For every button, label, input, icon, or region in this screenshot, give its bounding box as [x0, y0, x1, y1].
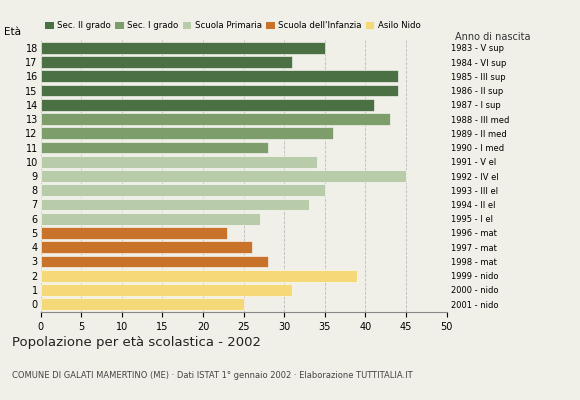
- Bar: [41, 113, 390, 125]
- Text: Anno di nascita: Anno di nascita: [455, 32, 531, 42]
- Bar: [41, 156, 317, 168]
- Bar: [41, 42, 325, 54]
- Bar: [41, 170, 406, 182]
- Bar: [41, 70, 398, 82]
- Bar: [41, 85, 398, 96]
- Bar: [41, 199, 309, 210]
- Bar: [41, 142, 268, 153]
- Bar: [41, 56, 292, 68]
- Legend: Sec. II grado, Sec. I grado, Scuola Primaria, Scuola dell'Infanzia, Asilo Nido: Sec. II grado, Sec. I grado, Scuola Prim…: [45, 21, 420, 30]
- Text: COMUNE DI GALATI MAMERTINO (ME) · Dati ISTAT 1° gennaio 2002 · Elaborazione TUTT: COMUNE DI GALATI MAMERTINO (ME) · Dati I…: [12, 371, 412, 380]
- Bar: [41, 128, 333, 139]
- Bar: [41, 241, 252, 253]
- Bar: [41, 256, 268, 267]
- Bar: [41, 184, 325, 196]
- Bar: [41, 227, 227, 239]
- Bar: [41, 298, 244, 310]
- Bar: [41, 284, 292, 296]
- Bar: [41, 213, 260, 224]
- Text: Popolazione per età scolastica - 2002: Popolazione per età scolastica - 2002: [12, 336, 260, 349]
- Bar: [41, 99, 374, 111]
- Bar: [41, 270, 357, 282]
- Text: Età: Età: [4, 27, 21, 37]
